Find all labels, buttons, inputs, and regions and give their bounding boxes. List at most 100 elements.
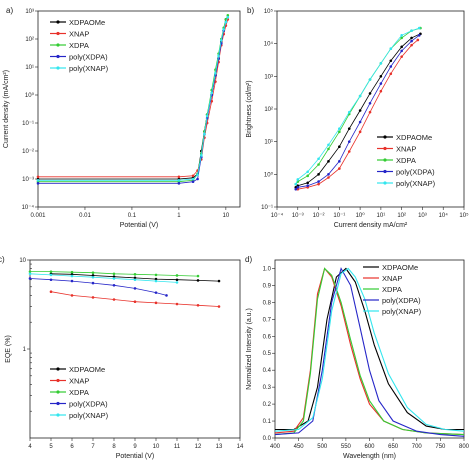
y-tick-label: 10³	[264, 74, 273, 80]
series-xdpa	[28, 270, 200, 278]
data-point	[214, 80, 217, 83]
data-point	[400, 34, 403, 37]
data-point	[49, 290, 53, 294]
legend-label: XDPAOMe	[382, 263, 418, 272]
y-tick-label: 10¹	[25, 65, 34, 71]
legend: XDPAOMe XNAP XDPA poly(XDPA) poly(XNAP)	[377, 133, 436, 188]
data-point	[338, 127, 341, 130]
data-point	[112, 283, 116, 287]
data-point	[70, 270, 74, 274]
data-point	[358, 109, 362, 112]
y-tick-label: 10²	[25, 37, 34, 43]
data-point	[28, 272, 32, 276]
data-point	[400, 45, 403, 49]
data-point	[327, 143, 330, 147]
x-tick-label: 8	[112, 444, 116, 450]
data-point	[368, 92, 372, 95]
x-tick-label: 1	[177, 213, 181, 219]
y-tick-label: 10³	[25, 9, 34, 15]
data-point	[327, 147, 330, 151]
y-tick-label: 0.3	[263, 385, 272, 391]
x-tick-label: 10⁴	[439, 212, 449, 219]
series-line	[38, 15, 229, 183]
data-point	[417, 34, 421, 37]
data-point	[91, 275, 95, 279]
x-tick-label: 9	[133, 444, 137, 450]
panel-label: c)	[0, 255, 5, 264]
data-point	[317, 182, 320, 186]
data-point	[410, 29, 413, 32]
data-point	[358, 130, 362, 134]
data-point	[389, 59, 393, 63]
y-tick-label: 10²	[264, 107, 273, 113]
data-point	[347, 110, 351, 114]
x-tick-label: 14	[237, 444, 244, 450]
legend-label: poly(XDPA)	[382, 296, 421, 305]
data-point	[416, 38, 420, 42]
legend-label: XDPA	[69, 41, 89, 50]
x-tick-label: 650	[388, 444, 399, 450]
data-point	[133, 273, 137, 276]
data-point	[112, 277, 116, 280]
y-tick-label: 10⁻³	[22, 177, 34, 183]
series-poly-xnap	[36, 15, 230, 182]
y-tick-label: 10⁴	[264, 41, 274, 48]
plot-frame	[274, 259, 465, 439]
legend-label: XDPA	[69, 388, 89, 397]
y-tick-label: 0.0	[263, 436, 272, 442]
data-point	[379, 75, 383, 78]
x-tick-label: 10	[153, 444, 160, 450]
data-point	[210, 99, 214, 103]
data-point	[379, 89, 383, 93]
series-line	[50, 291, 220, 307]
x-tick-label: 13	[216, 444, 223, 450]
series-line	[274, 267, 465, 437]
legend-marker	[56, 367, 60, 371]
legend-label: poly(XNAP)	[69, 64, 109, 73]
data-point	[338, 160, 341, 163]
legend: XDPAOMe XNAP XDPA poly(XDPA) poly(XNAP)	[50, 365, 109, 420]
x-tick-label: 5	[49, 444, 53, 450]
y-axis-label: EQE (%)	[5, 335, 12, 363]
x-tick-label: 10³	[418, 213, 427, 219]
data-point	[154, 273, 158, 277]
data-point	[154, 291, 158, 294]
panel-b: b) 10⁻⁴ 10⁻³ 10⁻² 10⁻¹ 10⁰ 10¹ 10² 10³ 10⁴ 10⁵ 10⁻¹…	[246, 6, 469, 229]
data-point	[133, 276, 137, 280]
series-line	[295, 33, 421, 188]
y-tick-label: 0.8	[263, 300, 272, 306]
legend-marker	[383, 181, 387, 185]
series-line	[275, 267, 464, 431]
data-point	[49, 273, 53, 277]
data-point	[133, 287, 137, 290]
legend-label: poly(XNAP)	[69, 411, 109, 420]
x-tick-label: 0.01	[79, 213, 91, 219]
legend-label: XDPA	[396, 156, 416, 165]
data-point	[70, 279, 74, 283]
legend-marker	[56, 378, 60, 383]
data-point	[294, 187, 298, 191]
legend-marker	[383, 169, 387, 174]
data-point	[400, 55, 403, 58]
data-point	[222, 28, 226, 31]
x-tick-label: 10⁻²	[313, 213, 325, 219]
x-tick-label: 550	[341, 444, 352, 450]
data-point	[306, 181, 309, 185]
x-tick-label: 0.001	[30, 213, 46, 219]
x-tick-label: 10¹	[377, 213, 386, 219]
data-point	[210, 91, 214, 95]
data-point	[379, 62, 383, 65]
data-point	[389, 47, 393, 51]
legend-label: XNAP	[396, 145, 416, 154]
data-point	[338, 145, 341, 149]
data-point	[347, 140, 351, 143]
series-line	[29, 278, 167, 296]
series-xdpaome	[294, 32, 422, 189]
data-point	[196, 303, 200, 307]
data-point	[36, 178, 40, 182]
data-point	[217, 305, 221, 308]
y-axis-label: Brightness (cd/m²)	[246, 80, 253, 137]
legend-label: XDPAOMe	[69, 365, 105, 374]
x-tick-label: 700	[412, 444, 423, 450]
